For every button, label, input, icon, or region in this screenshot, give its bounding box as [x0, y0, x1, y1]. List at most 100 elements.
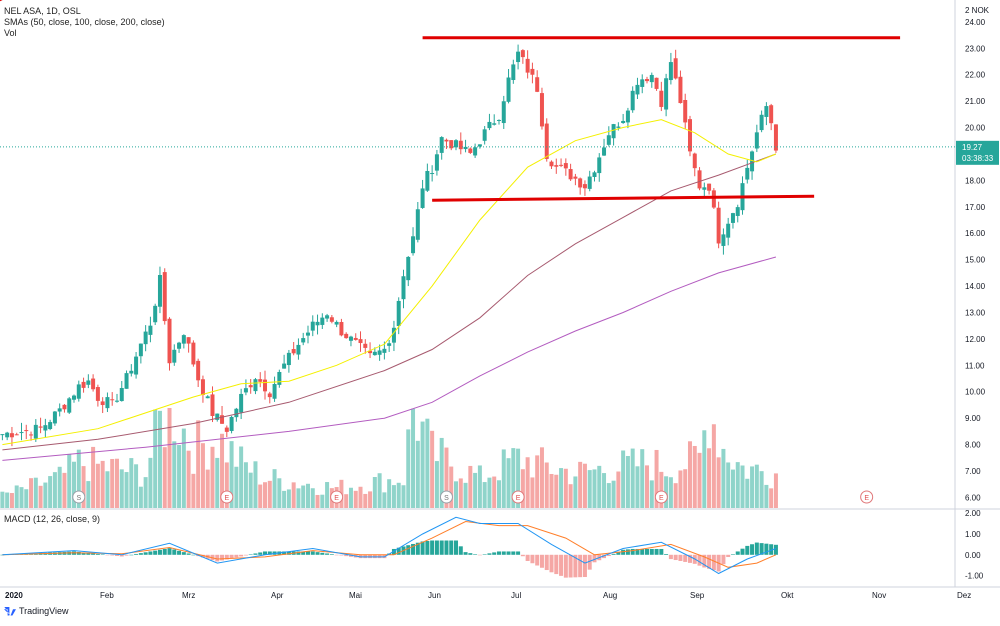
- volume-bar: [91, 446, 96, 508]
- candle-body: [621, 120, 626, 124]
- candle-body: [559, 164, 564, 166]
- candle-body: [339, 322, 344, 336]
- candle-body: [635, 84, 640, 95]
- volume-bar: [286, 489, 291, 508]
- histogram-bar: [114, 554, 119, 556]
- candle-body: [38, 426, 43, 428]
- volume-bar: [506, 458, 511, 508]
- volume-bar: [458, 478, 463, 508]
- candle-body: [573, 176, 578, 179]
- volume-bar: [229, 441, 234, 508]
- event-label: E: [659, 495, 664, 502]
- histogram-bar: [745, 545, 750, 555]
- histogram-bar: [668, 554, 673, 560]
- volume-bar: [38, 485, 43, 508]
- volume-bar: [630, 448, 635, 508]
- histogram-bar: [329, 554, 334, 555]
- volume-bar: [62, 472, 67, 508]
- volume-bar: [105, 471, 110, 508]
- histogram-bar: [492, 552, 497, 555]
- time-axis: 2020 Feb Mrz Apr Mai Jun Jul Aug Sep Okt Nov Dez: [5, 591, 971, 600]
- histogram-bar: [119, 554, 124, 557]
- tradingview-brand[interactable]: TradingView: [4, 606, 69, 616]
- candle-body: [649, 74, 654, 83]
- candle-body: [143, 331, 148, 345]
- candle-body: [263, 379, 268, 392]
- macd-legend[interactable]: MACD (12, 26, close, 9): [4, 514, 101, 524]
- volume-bar: [224, 462, 229, 508]
- volume-bar: [449, 466, 454, 508]
- histogram-bar: [707, 554, 712, 569]
- candle-body: [563, 163, 568, 169]
- histogram-bar: [602, 554, 607, 559]
- volume-bar: [114, 458, 119, 508]
- candle-body: [539, 93, 544, 127]
- volume-bar: [162, 447, 167, 508]
- candle-body: [286, 352, 291, 366]
- volume-bar: [406, 429, 411, 508]
- candle-body: [764, 106, 769, 117]
- volume-bar: [687, 441, 692, 508]
- price-tick-label: 8.00: [965, 441, 981, 450]
- volume-bar: [597, 465, 602, 508]
- volume-bar: [454, 481, 459, 508]
- volume-bar: [24, 489, 29, 508]
- candle-body: [172, 349, 177, 363]
- candle-body: [177, 342, 182, 349]
- candle-body: [220, 415, 225, 424]
- volume-bar: [530, 477, 535, 508]
- macd-tick-label: 1.00: [965, 530, 981, 539]
- volume-bar: [692, 445, 697, 508]
- event-label: S: [444, 495, 449, 502]
- candle-body: [654, 77, 659, 89]
- volume-bar: [659, 471, 664, 508]
- volume-bar: [602, 473, 607, 508]
- candle-body: [43, 425, 48, 431]
- candle-body: [692, 153, 697, 169]
- volume-bar: [239, 446, 244, 508]
- candle-body: [406, 256, 411, 281]
- histogram-bar: [726, 554, 731, 558]
- sma-legend[interactable]: SMAs (50, close, 100, close, 200, close): [4, 17, 165, 27]
- time-tick-label: Feb: [100, 591, 114, 600]
- candle-body: [353, 337, 358, 340]
- histogram-bar: [444, 540, 449, 555]
- volume-bar: [740, 465, 745, 508]
- volume-bar: [157, 410, 162, 508]
- candle-body: [735, 207, 740, 216]
- candle-body: [234, 408, 239, 418]
- candle-body: [616, 126, 621, 128]
- candle-body: [305, 332, 310, 336]
- price-tick-label: 20.00: [965, 124, 986, 133]
- candle-body: [568, 169, 573, 180]
- volume-bar: [764, 484, 769, 508]
- candle-body: [277, 371, 282, 385]
- volume-bar: [0, 491, 5, 508]
- volume-legend[interactable]: Vol: [4, 28, 17, 38]
- candle-body: [119, 388, 124, 402]
- volume-bar: [401, 485, 406, 508]
- candle-body: [210, 394, 215, 416]
- price-tick-label: 22.00: [965, 71, 986, 80]
- volume-bar: [129, 458, 134, 508]
- symbol-legend[interactable]: NEL ASA, 1D, OSL: [4, 6, 81, 16]
- volume-bar: [487, 477, 492, 508]
- volume-bar: [282, 490, 287, 508]
- histogram-bar: [559, 554, 564, 576]
- histogram-bar: [348, 554, 353, 557]
- brand-label: TradingView: [19, 606, 69, 616]
- histogram-bar: [411, 543, 416, 555]
- volume-bar: [554, 474, 559, 508]
- candle-body: [358, 339, 363, 344]
- candle-body: [673, 58, 678, 79]
- candle-body: [215, 413, 220, 420]
- candle-body: [745, 167, 750, 180]
- event-label: E: [516, 495, 521, 502]
- volume-bar: [210, 446, 215, 508]
- histogram-bar: [606, 554, 611, 557]
- histogram-bar: [621, 549, 626, 555]
- candle-body: [750, 151, 755, 172]
- candle-body: [578, 178, 583, 188]
- histogram-bar: [616, 551, 621, 555]
